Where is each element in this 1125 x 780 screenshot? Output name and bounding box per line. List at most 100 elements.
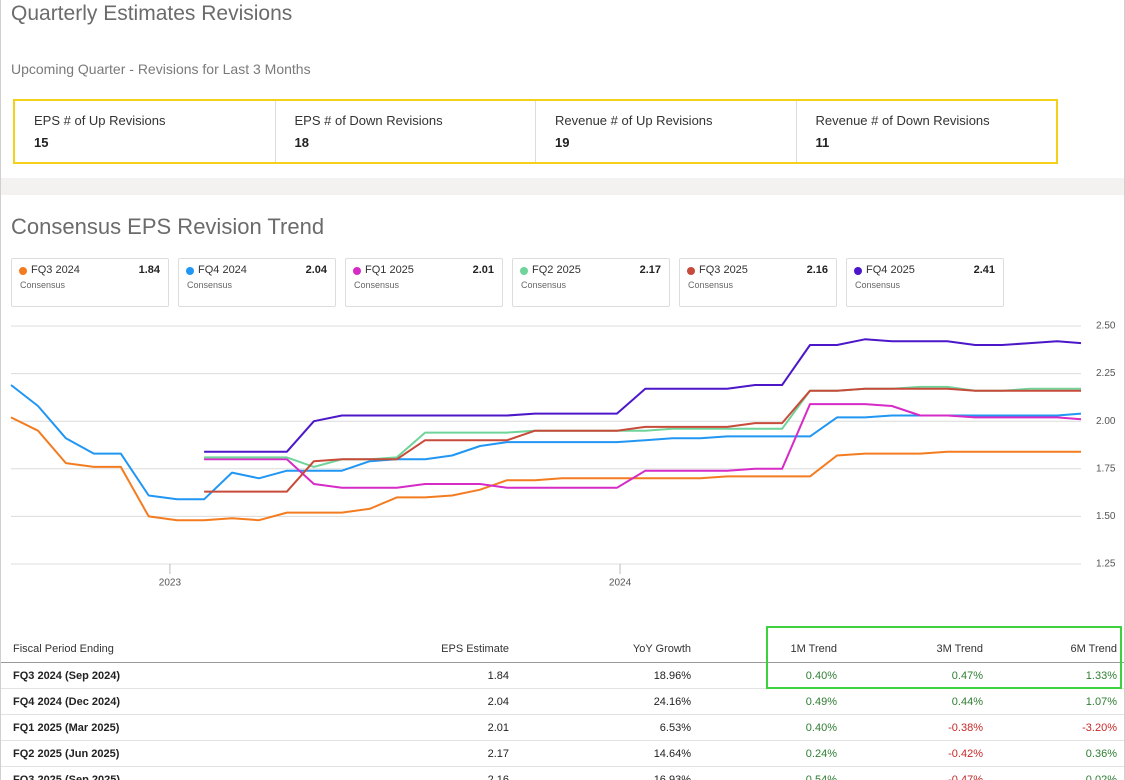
legend-dot [854,267,862,275]
legend-dot [687,267,695,275]
table-row: FQ3 2025 (Sep 2025) 2.16 16.93% 0.54% -0.47%… [1,767,1124,780]
table-cell: FQ1 2025 (Mar 2025) [13,722,120,734]
legend-name: FQ4 2024 [198,264,247,276]
table-cell: 0.54% [805,774,837,780]
legend-card: FQ3 2025 2.16 Consensus [679,258,837,307]
table-cell: FQ3 2025 (Sep 2025) [13,774,121,780]
table-cell: 0.36% [1085,748,1117,760]
legend-card: FQ4 2025 2.41 Consensus [846,258,1004,307]
table-cell: 2.16 [487,774,509,780]
legend-name: FQ1 2025 [365,264,414,276]
table-row: FQ2 2025 (Jun 2025) 2.17 14.64% 0.24% -0.42%… [1,741,1124,767]
table-cell: 14.64% [653,748,691,760]
legend-value: 1.84 [138,264,160,276]
x-tick-label: 2024 [609,578,632,589]
table-cell: 0.44% [951,696,983,708]
section-title: Quarterly Estimates Revisions [11,2,293,25]
legend-name: FQ2 2025 [532,264,581,276]
legend-dot [186,267,194,275]
chart-title: Consensus EPS Revision Trend [11,214,325,239]
column-header: Fiscal Period Ending [13,643,114,655]
column-header: EPS Estimate [441,643,509,655]
revision-value: 18 [294,135,309,150]
legend-sublabel: Consensus [20,280,66,290]
legend-value: 2.01 [472,264,494,276]
legend-name: FQ3 2024 [31,264,80,276]
legend-sublabel: Consensus [354,280,400,290]
table-cell: -0.47% [948,774,983,780]
column-header: 6M Trend [1070,643,1117,655]
revision-value: 11 [815,135,830,150]
revision-value: 15 [34,135,49,150]
table-row: FQ4 2024 (Dec 2024) 2.04 24.16% 0.49% 0.44% 1… [1,689,1124,715]
highlight-box [766,626,1122,689]
legend-card: FQ3 2024 1.84 Consensus [11,258,169,307]
table-header-row: Fiscal Period Ending EPS Estimate YoY Grow… [1,636,1124,663]
legend-card: FQ4 2024 2.04 Consensus [178,258,336,307]
y-tick-label: 1.25 [1096,559,1116,570]
revision-value: 19 [555,135,570,150]
table-cell: -0.38% [948,722,983,734]
legend-sublabel: Consensus [688,280,734,290]
legend-sublabel: Consensus [521,280,567,290]
chart: 1.25 1.50 1.75 2.00 2.25 2.50 2023 2024 [10,321,1116,589]
table-cell: 2.04 [487,696,509,708]
revision-cell: Revenue # of Down Revisions 11 [795,101,1057,162]
legend-name: FQ4 2025 [866,264,915,276]
table-cell: 0.24% [805,748,837,760]
legend-dot [520,267,528,275]
y-tick-label: 1.75 [1096,463,1116,474]
legend-name: FQ3 2025 [699,264,748,276]
y-tick-label: 2.00 [1096,416,1116,427]
y-tick-label: 2.25 [1096,368,1116,379]
table-cell: 0.40% [805,722,837,734]
legend-sublabel: Consensus [187,280,233,290]
subtitle: Upcoming Quarter - Revisions for Last 3 … [11,61,311,77]
series-line [10,416,1081,522]
legend-value: 2.17 [639,264,661,276]
column-header: 3M Trend [936,643,983,655]
table-cell: 1.33% [1085,670,1117,682]
legend-card: FQ1 2025 2.01 Consensus [345,258,503,307]
legend-value: 2.04 [305,264,327,276]
table-cell: 24.16% [653,696,691,708]
legend-value: 2.41 [973,264,995,276]
revision-cell: Revenue # of Up Revisions 19 [535,101,796,162]
table-cell: 0.40% [805,670,837,682]
column-header: 1M Trend [790,643,837,655]
table-cell: 2.01 [487,722,509,734]
table-cell: -0.42% [948,748,983,760]
table-row: FQ3 2024 (Sep 2024) 1.84 18.96% 0.40% 0.47% 1… [1,663,1124,689]
series-line [10,384,1082,501]
table-cell: -3.20% [1082,722,1117,734]
revision-label: EPS # of Down Revisions [294,113,443,128]
column-header: YoY Growth [632,643,691,655]
series-line [204,403,1082,489]
series-line [204,338,1082,453]
table-cell: 0.47% [951,670,983,682]
separator-band [1,178,1124,195]
table-cell: FQ3 2024 (Sep 2024) [13,670,121,682]
revision-label: EPS # of Up Revisions [34,113,166,128]
revision-cell: EPS # of Up Revisions 15 [15,101,275,162]
estimates-table: Fiscal Period Ending EPS Estimate YoY Grow… [1,636,1124,780]
table-cell: FQ4 2024 (Dec 2024) [13,696,121,708]
table-row: FQ1 2025 (Mar 2025) 2.01 6.53% 0.40% -0.38% -… [1,715,1124,741]
x-tick-label: 2023 [159,578,182,589]
table-cell: 1.07% [1085,696,1117,708]
revision-label: Revenue # of Up Revisions [555,113,713,128]
legend-dot [353,267,361,275]
table-cell: 2.17 [487,748,509,760]
table-cell: 6.53% [659,722,691,734]
revision-label: Revenue # of Down Revisions [815,113,990,128]
legend-card: FQ2 2025 2.17 Consensus [512,258,670,307]
legend-value: 2.16 [806,264,828,276]
table-cell: 0.02% [1085,774,1117,780]
y-tick-label: 1.50 [1096,511,1116,522]
table-cell: 16.93% [653,774,691,780]
table-cell: 0.49% [805,696,837,708]
table-cell: 1.84 [487,670,509,682]
revision-cell: EPS # of Down Revisions 18 [274,101,536,162]
series-line [204,387,1081,493]
